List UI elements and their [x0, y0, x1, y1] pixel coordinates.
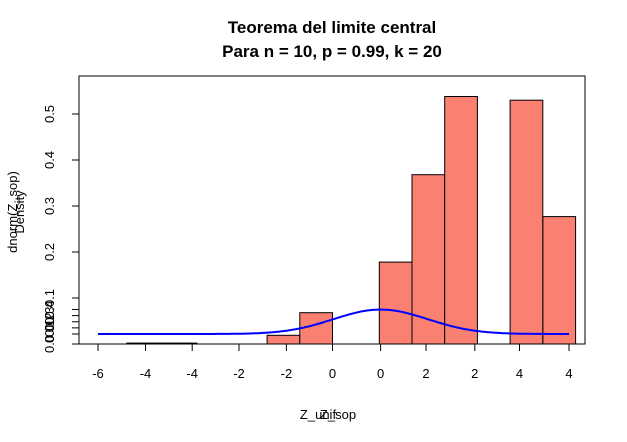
x-axis-overlay-tick-label-1: -2: [233, 366, 245, 381]
x-axis-tick-label-2: -2: [281, 366, 293, 381]
y-axis-tick-label-3: 0.3: [42, 307, 57, 325]
x-axis-tick-label-3: 0: [377, 366, 384, 381]
x-axis-tick-label-0: -6: [92, 366, 104, 381]
y-axis-overlay-tick-label-2: 0.2: [42, 243, 57, 261]
x-axis-overlay-tick-label-3: 2: [422, 366, 429, 381]
y-axis-tick-label-2: 0.2: [42, 313, 57, 331]
plot-box: [78, 75, 586, 345]
y-axis-tick-label-0: 0.0: [42, 325, 57, 343]
x-axis-tick-label-5: 4: [565, 366, 572, 381]
normal-curve: [98, 308, 569, 335]
x-axis-tick-label-1: -4: [186, 366, 198, 381]
histogram-bar-1: [266, 334, 301, 345]
chart-title: Teorema del limite central: [228, 18, 436, 37]
y-axis-overlay-tick-label-3: 0.3: [42, 197, 57, 215]
x-axis-label-unif: Z_unif: [300, 407, 337, 422]
x-axis-overlay-tick-label-4: 4: [516, 366, 523, 381]
x-axis-overlay: -4 -2 0 2 4: [140, 343, 523, 381]
y-axis-tick-label-4: 0.4: [42, 300, 57, 318]
y-axis: 0.00.10.20.30.4: [42, 300, 80, 343]
histogram-bar-7: [542, 216, 577, 345]
y-axis-tick-label-1: 0.1: [42, 319, 57, 337]
y-axis-overlay-tick-label-0: 0.0: [42, 335, 57, 353]
y-axis-label-density: Density: [12, 190, 27, 234]
x-axis-tick-label-4: 2: [471, 366, 478, 381]
x-axis-label-sop: Z_sop: [320, 407, 356, 422]
histogram-bar-6: [509, 99, 544, 345]
y-axis-label-dnorm: dnorm(Z_sop): [5, 171, 20, 253]
x-axis-overlay-tick-label-2: 0: [329, 366, 336, 381]
histogram-bar-2: [299, 312, 333, 345]
histogram-bar-5: [444, 96, 478, 345]
y-axis-overlay: 0.00.10.20.30.40.5: [42, 105, 80, 353]
histogram-bar-3: [378, 261, 413, 345]
y-axis-overlay-tick-label-1: 0.1: [42, 289, 57, 307]
y-axis-overlay-tick-label-4: 0.4: [42, 151, 57, 169]
histogram-bars: [126, 96, 577, 345]
y-axis-overlay-tick-label-5: 0.5: [42, 105, 57, 123]
x-axis-overlay-tick-label-0: -4: [140, 366, 152, 381]
chart-subtitle: Para n = 10, p = 0.99, k = 20: [222, 42, 442, 61]
